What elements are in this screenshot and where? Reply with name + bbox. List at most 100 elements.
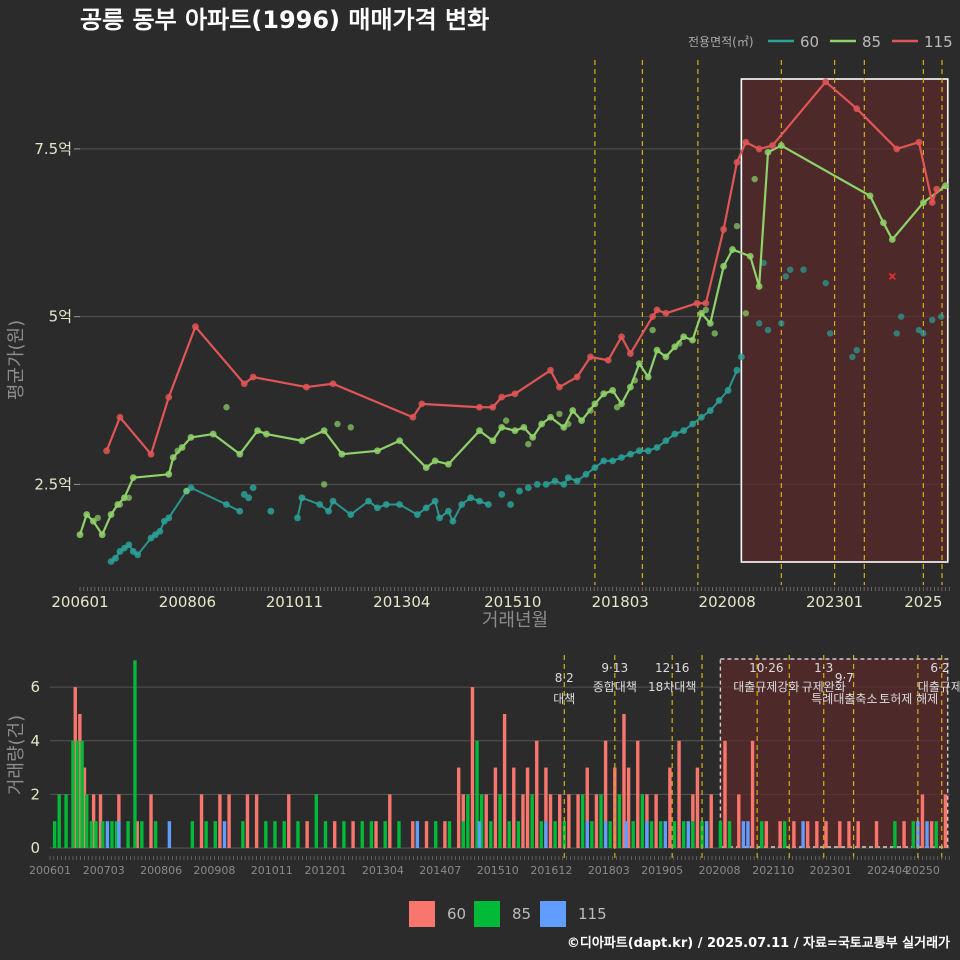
volume-bar-115: [624, 821, 628, 848]
data-point-85: [76, 531, 84, 539]
volume-bar-60: [737, 794, 741, 848]
data-point-60: [533, 480, 541, 488]
volume-bar-85: [80, 740, 84, 848]
volume-bar-85: [110, 821, 114, 848]
volume-y-axis-title: 거래량(건): [6, 715, 27, 795]
volume-bar-60: [920, 794, 925, 848]
data-point-60: [542, 480, 550, 488]
data-point-115: [192, 323, 199, 331]
data-point-60: [560, 480, 568, 488]
volume-bar-85: [342, 821, 346, 848]
bar-x-tick-label: 201612: [530, 864, 572, 877]
data-point-85: [942, 182, 949, 190]
data-point-85: [298, 437, 306, 445]
y-axis-title: 평균가(원): [6, 320, 27, 400]
data-point-115: [915, 138, 923, 146]
data-point-60: [706, 407, 714, 414]
volume-bar-85: [760, 821, 764, 848]
data-point-115: [116, 413, 124, 421]
data-point-85: [254, 427, 261, 435]
data-point-85: [711, 330, 718, 337]
volume-bar-85: [369, 821, 374, 848]
volume-bar-85: [718, 821, 723, 848]
data-point-60: [347, 511, 355, 518]
event-date: 12·16: [655, 661, 689, 675]
data-point-85: [547, 413, 554, 421]
volume-bar-85: [434, 821, 438, 848]
volume-bar-60: [576, 794, 580, 848]
legend-title: 전용면적(㎡): [688, 35, 754, 49]
price-chart: 2.5억 5억 7.5억 200601 200806 201011 201304 201510…: [34, 60, 950, 611]
data-point-115: [249, 373, 257, 381]
volume-bar-115: [544, 821, 548, 848]
volume-bar-85: [479, 794, 484, 848]
volume-bar-60: [654, 794, 658, 848]
x-tick-label: 201304: [373, 593, 430, 611]
data-point-60: [165, 514, 173, 522]
volume-bar-115: [645, 821, 649, 848]
volume-bar-85: [466, 794, 470, 848]
volume-bar-115: [167, 821, 172, 848]
volume-bar-85: [101, 821, 105, 848]
volume-bar-60: [227, 794, 231, 848]
data-point-115: [742, 138, 750, 146]
data-point-85: [720, 262, 728, 270]
volume-bar-115: [925, 821, 929, 848]
volume-chart: 0 2 4 6 8·2 대책 9·13 종합대책 12·16 18차대책 10·26 대출규제강화 1·…: [29, 655, 960, 877]
volume-bar-115: [801, 821, 805, 848]
data-point-60: [476, 497, 483, 505]
data-point-60: [591, 464, 599, 471]
data-point-85: [635, 360, 643, 368]
data-point-115: [489, 403, 497, 411]
bar-x-tick-label: 200806: [140, 864, 182, 877]
bar-legend-label-60: 60: [447, 905, 466, 923]
data-point-85: [742, 310, 750, 317]
volume-bar-85: [516, 821, 521, 848]
volume-bar-115: [415, 821, 420, 848]
volume-bar-60: [374, 821, 378, 848]
highlight-box: [740, 78, 949, 563]
volume-bar-85: [590, 821, 594, 848]
volume-bar-85: [273, 821, 277, 848]
data-point-85: [511, 427, 519, 435]
data-point-115: [409, 413, 417, 421]
volume-bar-85: [133, 660, 137, 848]
data-point-85: [600, 390, 608, 398]
volume-bar-115: [222, 821, 227, 848]
data-point-115: [618, 333, 625, 341]
legend-label-60: 60: [800, 33, 819, 51]
bar-y-tick-label: 4: [30, 732, 40, 750]
volume-bar-85: [296, 821, 300, 848]
data-point-60: [929, 316, 936, 324]
volume-bar-85: [672, 821, 677, 848]
data-point-85: [676, 340, 683, 347]
data-point-85: [373, 447, 381, 455]
volume-bar-60: [847, 821, 851, 848]
bar-y-tick-label: 2: [30, 785, 40, 803]
volume-bar-60: [82, 767, 87, 848]
volume-bar-85: [114, 821, 119, 848]
data-point-115: [928, 199, 936, 206]
bar-x-tick-label: 201510: [477, 864, 519, 877]
volume-bar-60: [535, 740, 539, 848]
data-point-85: [680, 333, 688, 341]
volume-bar-85: [75, 740, 80, 848]
volume-bar-85: [553, 821, 557, 848]
bar-x-tick-label: 201407: [419, 864, 461, 877]
volume-bar-85: [140, 821, 144, 848]
volume-bar-85: [659, 821, 663, 848]
data-point-85: [706, 319, 714, 327]
x-tick-label: 201011: [266, 593, 323, 611]
data-point-85: [422, 464, 430, 471]
bar-y-tick-label: 0: [30, 839, 40, 857]
data-point-60: [671, 430, 679, 438]
volume-bar-85: [608, 821, 612, 848]
bar-x-tick-label: 201011: [251, 864, 293, 877]
data-point-60: [755, 320, 763, 327]
data-point-115: [240, 380, 248, 388]
volume-bar-85: [580, 794, 585, 848]
bar-legend-swatch-60: [409, 901, 435, 927]
volume-bar-85: [52, 821, 57, 848]
data-point-60: [298, 494, 306, 502]
volume-bar-60: [824, 821, 828, 848]
